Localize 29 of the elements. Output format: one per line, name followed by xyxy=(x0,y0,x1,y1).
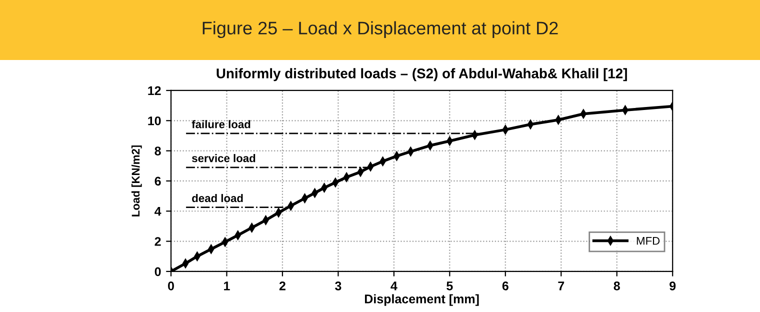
ref-line-label: dead load xyxy=(192,194,243,202)
x-tick-label: 6 xyxy=(502,281,508,290)
x-tick-label: 4 xyxy=(390,282,398,290)
ref-line-label: service load xyxy=(192,154,256,162)
x-tick-label: 9 xyxy=(670,281,676,290)
y-tick-label: 12 xyxy=(148,86,161,96)
x-axis-title: Displacement [mm] xyxy=(364,294,479,306)
x-tick-label: 1 xyxy=(224,282,230,290)
point xyxy=(367,162,374,172)
y-tick-label: 0 xyxy=(154,267,161,276)
point xyxy=(357,167,364,177)
x-tick-label: 5 xyxy=(446,282,453,290)
y-tick-label: 10 xyxy=(148,116,161,126)
point xyxy=(182,258,189,268)
point xyxy=(527,120,534,130)
y-axis-title: Load [KN/m2] xyxy=(131,145,142,216)
x-tick-label: 3 xyxy=(335,281,342,290)
x-tick-label: 2 xyxy=(279,281,286,290)
legend-label: MFD xyxy=(636,237,660,245)
x-tick-label: 7 xyxy=(558,282,564,290)
y-tick-label: 2 xyxy=(154,237,161,246)
y-tick-label: 8 xyxy=(154,146,161,156)
x-tick-label: 0 xyxy=(168,281,174,290)
y-tick-label: 6 xyxy=(154,176,161,186)
chart-title: Figure 25 – Load x Displacement at point D2 xyxy=(202,21,558,38)
chart-subtitle: Uniformly distributed loads – (S2) of Abdul-Wahab& Khalil [12] xyxy=(216,68,627,82)
y-tick-label: 4 xyxy=(154,207,162,216)
ref-line-label: failure load xyxy=(192,120,250,128)
x-tick-label: 8 xyxy=(614,281,620,290)
